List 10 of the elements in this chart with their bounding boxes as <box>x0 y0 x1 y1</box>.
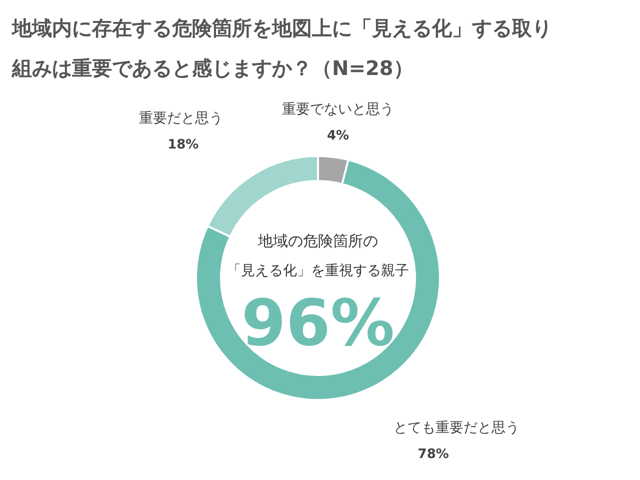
text: 96% <box>241 287 395 361</box>
chart-title: 地域内に存在する危険箇所を地図上に「見える化」する取り組みは重要であると感じますか？（N=28） <box>12 15 552 82</box>
text: 「見える化」を重視する親子 <box>227 263 409 279</box>
text: 地域の危険箇所の <box>257 232 378 250</box>
data-label: 18% <box>168 138 199 153</box>
slice-label: 重要でないと思う <box>282 101 394 118</box>
data-label: 4% <box>327 128 350 144</box>
data-label: 78% <box>418 447 449 462</box>
slice-label: とても重要だと思う <box>393 420 520 436</box>
slice-label: 重要だと思う <box>139 110 224 127</box>
